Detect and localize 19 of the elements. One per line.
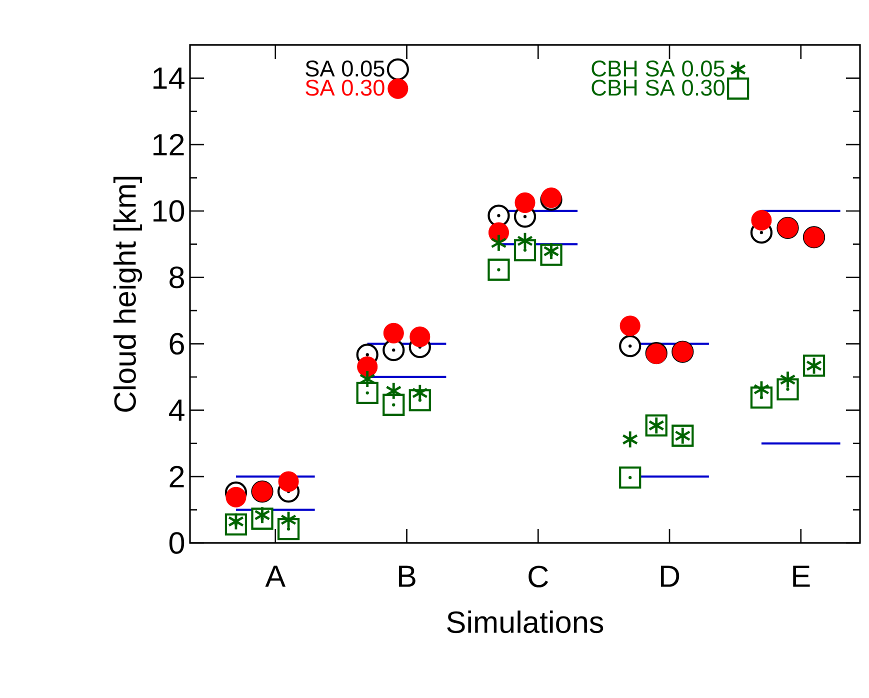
y-tick-label: 12 <box>154 134 184 156</box>
x-tick-label: A <box>265 566 286 587</box>
legend-label: CBH SA 0.30 <box>592 80 724 96</box>
legend-label: CBH SA 0.05 <box>592 60 724 77</box>
y-tick-label: 8 <box>170 266 184 288</box>
legend-label: SA 0.30 <box>306 80 384 96</box>
y-tick-label: 14 <box>154 68 184 89</box>
x-axis-title: Simulations <box>447 610 604 634</box>
x-tick-label: D <box>660 566 680 587</box>
y-tick-label: 10 <box>154 200 184 222</box>
y-axis-title: Cloud height [km] <box>113 176 142 412</box>
y-tick-label: 0 <box>169 532 184 554</box>
y-tick-label: 6 <box>170 332 184 355</box>
y-tick-label: 4 <box>168 400 184 421</box>
y-tick-label: 2 <box>170 466 184 488</box>
x-tick-label: B <box>399 566 416 587</box>
x-tick-label: C <box>528 566 548 588</box>
x-tick-label: E <box>793 566 810 587</box>
legend-label: SA 0.05 <box>306 60 384 77</box>
